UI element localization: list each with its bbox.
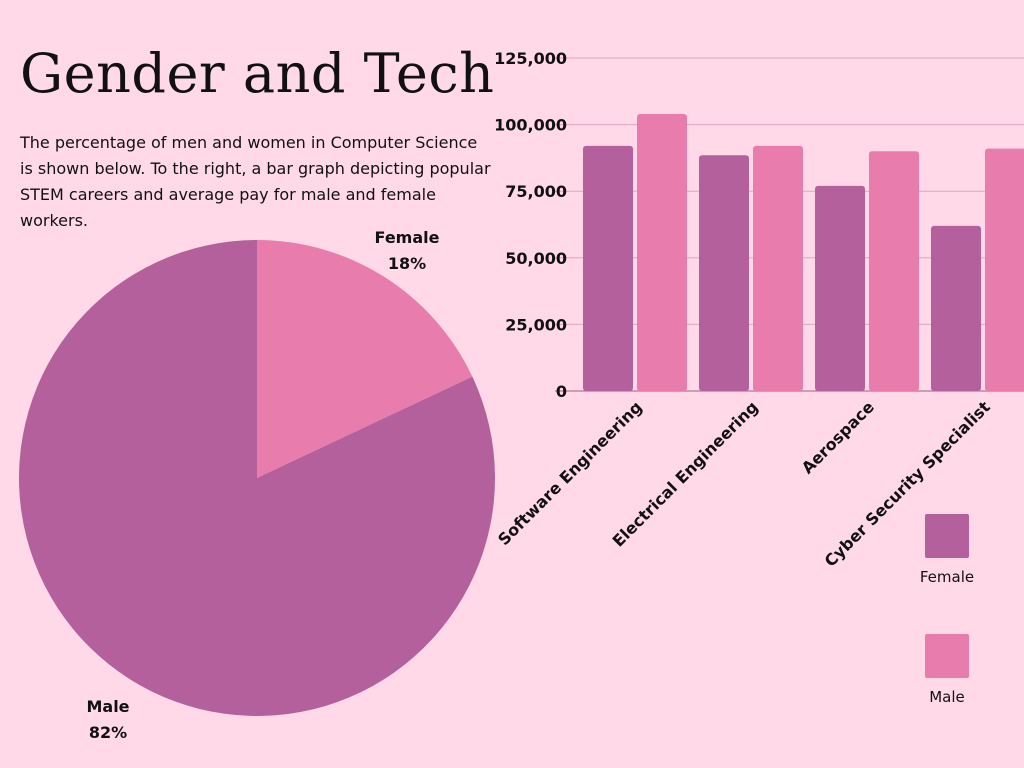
pie-label-value: 18% [388,254,426,273]
legend-swatch-female [925,514,969,558]
bar-female [699,155,749,391]
y-tick-label: 50,000 [505,249,567,268]
pie-slice-female [257,240,473,478]
legend-label-male: Male [929,688,965,706]
y-tick-label: 0 [556,382,567,401]
legend-label-female: Female [920,568,974,586]
pie-label-male: Male 82% [86,697,129,742]
pie-label-name: Male [86,697,129,716]
bar-male [753,145,803,391]
bar-female [931,225,981,391]
pie-label-value: 82% [89,723,127,742]
bar-male [985,148,1024,391]
pie-label-female: Female 18% [375,228,440,273]
y-tick-label: 25,000 [505,315,567,334]
page-title: Gender and Tech [20,42,495,105]
x-tick-label: Aerospace [798,397,878,477]
description: The percentage of men and women in Compu… [20,133,491,230]
y-tick-label: 75,000 [505,182,567,201]
y-tick-label: 100,000 [494,116,567,135]
bar-female [815,185,865,391]
bar-female [583,145,633,391]
legend-swatch-male [925,634,969,678]
pie-slice-male [19,240,496,716]
bar-male [637,113,687,391]
bar-male [869,151,919,391]
pie-label-name: Female [375,228,440,247]
y-tick-label: 125,000 [494,49,567,68]
